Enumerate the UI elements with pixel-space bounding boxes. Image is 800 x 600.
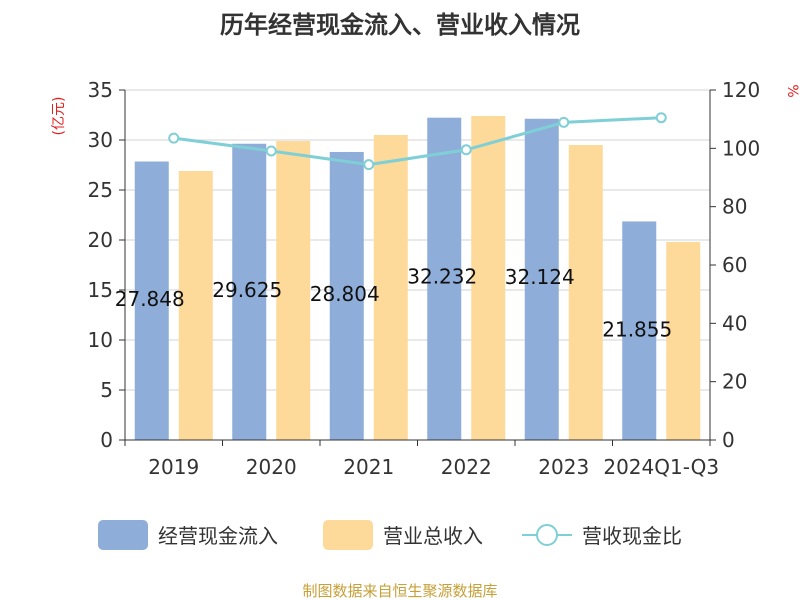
x-tick-label: 2021 (343, 455, 394, 479)
legend-swatch-cash-inflow[interactable] (98, 520, 148, 550)
x-tick-label: 2022 (441, 455, 492, 479)
bar-cash-inflow[interactable] (134, 161, 169, 440)
y-right-tick-label: 60 (722, 253, 747, 277)
y-left-tick-label: 30 (88, 128, 113, 152)
bar-cash-inflow[interactable] (427, 117, 462, 441)
gridlines (125, 89, 710, 391)
point-ratio[interactable] (265, 145, 277, 157)
y-left-tick-label: 10 (88, 328, 113, 352)
y-right-tick-label: 40 (722, 311, 747, 335)
point-ratio[interactable] (460, 144, 472, 156)
x-tick-label: 2020 (246, 455, 297, 479)
y-left-tick-label: 25 (88, 178, 113, 202)
bar-revenue[interactable] (276, 141, 311, 440)
x-tick-label: 2019 (148, 455, 199, 479)
bar-revenue[interactable] (666, 242, 701, 440)
y-right-tick-label: 0 (722, 428, 735, 452)
legend-swatch-revenue[interactable] (323, 520, 373, 550)
data-label-cash-inflow: 32.124 (505, 265, 575, 289)
source-note: 制图数据来自恒生聚源数据库 (302, 582, 497, 600)
legend: 经营现金流入 营业总收入 营收现金比 (98, 520, 682, 550)
legend-label-ratio[interactable]: 营收现金比 (582, 524, 682, 548)
y-right-tick-label: 80 (722, 195, 747, 219)
y-right-tick-label: 120 (722, 78, 760, 102)
y-left-axis-label: (亿元) (51, 97, 67, 136)
bar-revenue[interactable] (568, 145, 603, 440)
chart-title: 历年经营现金流入、营业收入情况 (220, 11, 580, 39)
x-tick-label: 2023 (538, 455, 589, 479)
y-left-tick-label: 35 (88, 78, 113, 102)
y-left-tick-label: 15 (88, 278, 113, 302)
point-ratio[interactable] (363, 159, 375, 171)
data-label-cash-inflow: 27.848 (115, 287, 185, 311)
y-right-tick-label: 20 (722, 370, 747, 394)
y-right-axis-label: % (784, 84, 800, 97)
bar-cash-inflow[interactable] (329, 151, 364, 440)
bar-cash-inflow[interactable] (524, 118, 559, 440)
point-ratio[interactable] (168, 132, 180, 144)
y-left-tick-label: 0 (100, 428, 113, 452)
point-ratio[interactable] (558, 116, 570, 128)
bar-revenue[interactable] (471, 116, 506, 440)
legend-label-cash-inflow[interactable]: 经营现金流入 (158, 524, 278, 548)
data-labels: 27.848 29.625 28.804 32.232 32.124 21.855 (115, 265, 672, 342)
axes: 0 5 10 15 20 25 30 35 0 20 40 60 80 100 120 2019 2020 202… (88, 78, 761, 479)
bar-cash-inflow[interactable] (232, 143, 267, 440)
line-ratio (173, 116, 662, 167)
x-tick-label: 2024Q1-Q3 (603, 455, 719, 479)
data-label-cash-inflow: 21.855 (602, 318, 672, 342)
bar-revenue[interactable] (178, 171, 213, 440)
line-series (168, 112, 667, 171)
bar-revenue[interactable] (373, 135, 408, 440)
y-right-tick-label: 100 (722, 136, 760, 160)
y-left-tick-label: 5 (100, 378, 113, 402)
y-left-tick-label: 20 (88, 228, 113, 252)
data-label-cash-inflow: 28.804 (310, 282, 380, 306)
data-label-cash-inflow: 32.232 (407, 265, 477, 289)
legend-label-revenue[interactable]: 营业总收入 (383, 524, 483, 548)
bar-series (134, 116, 701, 441)
point-ratio[interactable] (655, 112, 667, 124)
bar-cash-inflow[interactable] (622, 221, 657, 440)
legend-marker-ratio-icon[interactable] (536, 524, 558, 546)
data-label-cash-inflow: 29.625 (212, 278, 282, 302)
